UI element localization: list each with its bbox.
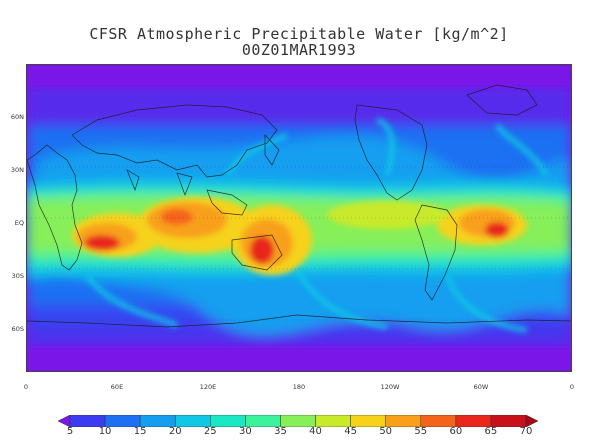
lat-label-eq: EQ (14, 219, 24, 227)
colorbar-level-label: 35 (274, 426, 287, 437)
colorbar-level-label: 60 (449, 426, 463, 437)
graticule (27, 115, 571, 321)
colorbar-level-label: 30 (239, 426, 252, 437)
colorbar (58, 415, 538, 427)
lon-label-120w: 120W (380, 383, 400, 391)
high-moisture-regions (72, 197, 527, 275)
colorbar-level-label: 25 (203, 426, 217, 437)
lon-label-180: 180 (292, 383, 306, 391)
chart-subtitle-date: 00Z01MAR1993 (241, 41, 357, 59)
lon-label-60e: 60E (110, 383, 124, 391)
colorbar-level-label: 70 (519, 426, 533, 437)
colorbar-max-arrow (525, 415, 538, 427)
precipitable-water-map (26, 64, 572, 372)
lon-label-60w: 60W (473, 383, 489, 391)
lat-label-60s: 60S (11, 325, 24, 333)
map-field-svg (27, 65, 571, 371)
colorbar-level-label: 20 (168, 426, 182, 437)
lon-label-0-right: 0 (569, 383, 575, 391)
colorbar-level-label: 10 (98, 426, 112, 437)
colorbar-level-label: 15 (133, 426, 147, 437)
lon-label-0-left: 0 (23, 383, 29, 391)
lat-label-30n: 30N (10, 166, 24, 174)
chart-title: CFSR Atmospheric Precipitable Water [kg/… (89, 25, 509, 43)
colorbar-level-label: 55 (414, 426, 428, 437)
colorbar-level-label: 45 (344, 426, 357, 437)
lat-label-30s: 30S (11, 272, 24, 280)
colorbar-level-label: 40 (309, 426, 322, 437)
colorbar-level-label: 65 (484, 426, 498, 437)
colorbar-level-label: 50 (379, 426, 393, 437)
colorbar-level-label: 5 (66, 426, 74, 437)
lat-label-60n: 60N (10, 113, 24, 121)
lon-label-120e: 120E (199, 383, 217, 391)
coastlines (27, 84, 571, 328)
